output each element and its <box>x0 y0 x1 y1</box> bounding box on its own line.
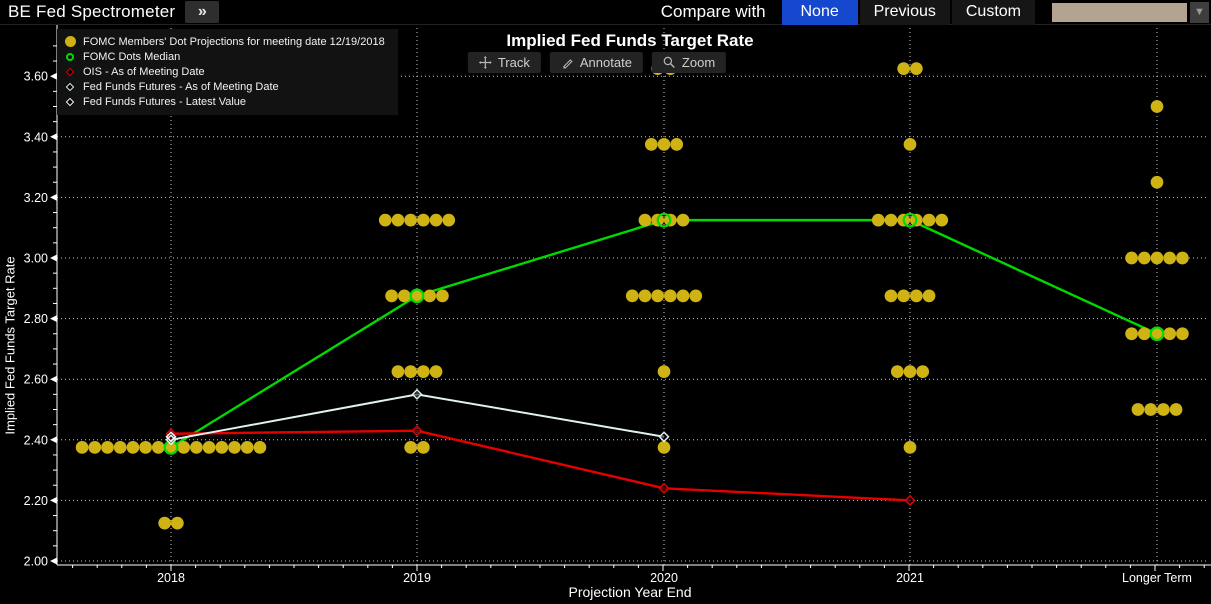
legend-label: OIS - As of Meeting Date <box>83 65 205 78</box>
legend-item: Fed Funds Futures - Latest Value <box>65 94 390 109</box>
svg-text:3.60: 3.60 <box>24 70 48 84</box>
track-button[interactable]: Track <box>467 52 541 73</box>
svg-text:3.40: 3.40 <box>24 130 48 144</box>
track-label: Track <box>497 55 530 70</box>
legend-filled-circle-icon <box>65 36 76 47</box>
legend-open-diamond-icon <box>65 67 75 76</box>
fed-dot-plot-chart[interactable]: 2.00 2.20 2.40 2.60 2.80 3.00 3.20 3.40 3.60 2018… <box>0 25 1211 604</box>
svg-text:Longer Term: Longer Term <box>1122 571 1192 585</box>
compare-option-previous[interactable]: Previous <box>859 0 950 25</box>
svg-text:3.00: 3.00 <box>24 252 48 266</box>
legend-label: Fed Funds Futures - As of Meeting Date <box>83 80 279 93</box>
svg-text:2.60: 2.60 <box>24 373 48 387</box>
svg-text:2021: 2021 <box>896 571 924 585</box>
legend-open-circle-icon <box>66 52 74 61</box>
app-title: BE Fed Spectrometer <box>8 2 176 21</box>
compare-option-none[interactable]: None <box>781 0 858 25</box>
annotate-button[interactable]: Annotate <box>549 52 643 73</box>
legend-item: OIS - As of Meeting Date <box>65 64 390 79</box>
zoom-button[interactable]: Zoom <box>651 52 727 73</box>
legend-label: Fed Funds Futures - Latest Value <box>83 95 247 108</box>
zoom-label: Zoom <box>681 55 716 70</box>
svg-text:2.80: 2.80 <box>24 312 48 326</box>
svg-text:2.20: 2.20 <box>24 494 48 508</box>
legend-label: FOMC Members' Dot Projections for meetin… <box>83 35 385 48</box>
svg-text:3.20: 3.20 <box>24 191 48 205</box>
svg-text:2019: 2019 <box>403 571 431 585</box>
svg-text:2.00: 2.00 <box>24 555 48 569</box>
legend: FOMC Members' Dot Projections for meetin… <box>57 29 398 115</box>
compare-custom-dropdown[interactable]: ▼ <box>1051 1 1209 23</box>
legend-open-diamond-icon <box>65 82 75 91</box>
chart-title: Implied Fed Funds Target Rate <box>506 31 754 50</box>
chevron-down-icon[interactable]: ▼ <box>1190 1 1209 23</box>
svg-text:2.40: 2.40 <box>24 433 48 447</box>
expand-button[interactable]: » <box>185 1 220 23</box>
chart-toolbar: Track Annotate Zoom <box>467 52 727 73</box>
legend-item: FOMC Members' Dot Projections for meetin… <box>65 34 390 49</box>
svg-text:Projection Year End: Projection Year End <box>569 584 692 600</box>
svg-text:2020: 2020 <box>650 571 678 585</box>
chart-region: 2.00 2.20 2.40 2.60 2.80 3.00 3.20 3.40 3.60 2018… <box>0 25 1211 604</box>
compare-with-label: Compare with <box>660 2 766 21</box>
annotate-icon <box>563 59 573 69</box>
track-icon <box>478 56 492 69</box>
compare-custom-value[interactable] <box>1051 1 1188 23</box>
legend-item: FOMC Dots Median <box>65 49 390 64</box>
svg-text:2018: 2018 <box>157 571 185 585</box>
legend-item: Fed Funds Futures - As of Meeting Date <box>65 79 390 94</box>
annotate-label: Annotate <box>579 55 632 70</box>
double-chevron-icon: » <box>197 3 207 20</box>
compare-bar: Compare with None Previous Custom ▼ <box>661 0 1211 25</box>
zoom-icon <box>663 56 675 68</box>
top-bar: BE Fed Spectrometer » Compare with None … <box>0 0 1211 25</box>
legend-open-diamond-icon <box>65 97 75 106</box>
legend-label: FOMC Dots Median <box>83 50 181 63</box>
compare-option-custom[interactable]: Custom <box>951 0 1035 25</box>
y-axis-title: Implied Fed Funds Target Rate <box>2 255 18 435</box>
